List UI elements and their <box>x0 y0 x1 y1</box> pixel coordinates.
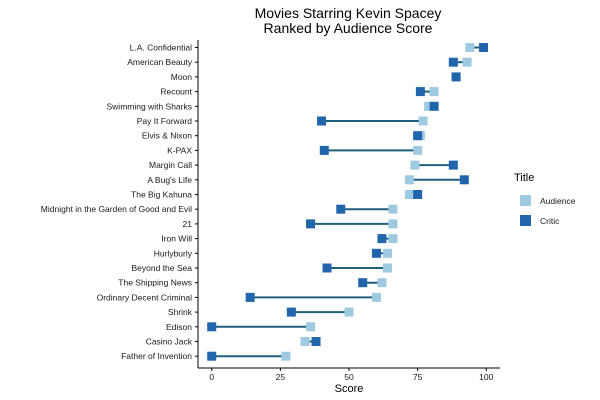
critic-point-the-big-kahuna <box>413 190 423 199</box>
critic-point-american-beauty <box>448 57 458 67</box>
category-label-ordinary-decent-criminal: Ordinary Decent Criminal <box>97 292 193 302</box>
category-label-l-a-confidential: L.A. Confidential <box>130 43 192 53</box>
audience-point-margin-call <box>410 160 420 170</box>
audience-point-shrink <box>344 307 354 317</box>
critic-point-k-pax <box>319 145 329 155</box>
legend-swatch-audience <box>520 195 531 206</box>
audience-point-edison <box>306 322 316 332</box>
audience-point-pay-it-forward <box>418 116 428 126</box>
audience-point-american-beauty <box>462 57 472 67</box>
category-label-hurlyburly: Hurlyburly <box>154 248 193 258</box>
critic-point-21 <box>306 219 316 229</box>
critic-point-recount <box>415 87 425 97</box>
legend-title: Title <box>514 172 534 184</box>
audience-point-beyond-the-sea <box>382 263 392 273</box>
audience-point-casino-jack <box>300 337 310 346</box>
critic-point-father-of-invention <box>207 351 217 361</box>
audience-point-ordinary-decent-criminal <box>371 292 381 302</box>
critic-point-pay-it-forward <box>317 116 327 126</box>
legend-label-critic: Critic <box>540 216 560 226</box>
category-label-casino-jack: Casino Jack <box>146 337 193 347</box>
category-label-elvis-nixon: Elvis & Nixon <box>142 131 192 141</box>
chart-subtitle: Ranked by Audience Score <box>264 20 433 36</box>
critic-point-iron-will <box>377 234 387 244</box>
legend-swatch-critic <box>520 215 531 226</box>
critic-point-beyond-the-sea <box>322 263 332 273</box>
critic-point-the-shipping-news <box>358 278 368 288</box>
point-layer <box>207 43 489 361</box>
audience-point-21 <box>388 219 398 229</box>
x-tick-label-75: 75 <box>413 372 423 382</box>
category-label-recount: Recount <box>160 87 192 97</box>
critic-point-edison <box>207 322 217 332</box>
critic-point-hurlyburly <box>371 248 381 258</box>
critic-point-ordinary-decent-criminal <box>245 292 255 302</box>
critic-point-elvis-nixon <box>413 131 423 141</box>
category-label-beyond-the-sea: Beyond the Sea <box>132 263 193 273</box>
category-label-moon: Moon <box>171 72 193 82</box>
audience-point-the-shipping-news <box>377 278 387 288</box>
audience-point-k-pax <box>413 145 423 155</box>
category-label-midnight-in-the-garden-of-good-and-evil: Midnight in the Garden of Good and Evil <box>41 204 192 214</box>
x-tick-label-100: 100 <box>479 372 493 382</box>
audience-point-iron-will <box>388 234 398 244</box>
audience-point-a-bug-s-life <box>404 175 414 185</box>
category-label-the-shipping-news: The Shipping News <box>118 278 192 288</box>
chart-title: Movies Starring Kevin Spacey <box>255 5 442 21</box>
category-label-iron-will: Iron Will <box>161 234 192 244</box>
category-label-k-pax: K-PAX <box>167 145 192 155</box>
critic-point-a-bug-s-life <box>459 175 469 185</box>
audience-point-recount <box>429 87 439 97</box>
category-label-a-bug-s-life: A Bug's Life <box>147 175 192 185</box>
x-tick-label-0: 0 <box>209 372 214 382</box>
critic-point-swimming-with-sharks <box>429 101 439 111</box>
audience-point-midnight-in-the-garden-of-good-and-evil <box>388 204 398 214</box>
category-label-margin-call: Margin Call <box>149 160 192 170</box>
audience-point-swimming-with-sharks <box>424 101 434 111</box>
critic-point-casino-jack <box>311 337 321 346</box>
audience-point-father-of-invention <box>281 351 291 361</box>
category-label-pay-it-forward: Pay It Forward <box>137 116 193 126</box>
category-label-shrink: Shrink <box>168 307 193 317</box>
audience-point-the-big-kahuna <box>404 190 414 199</box>
audience-point-l-a-confidential <box>465 43 475 52</box>
critic-point-midnight-in-the-garden-of-good-and-evil <box>336 204 346 214</box>
critic-point-moon <box>451 72 461 82</box>
legend: Title Audience Critic <box>514 172 576 226</box>
x-axis-title: Score <box>335 383 364 395</box>
legend-label-audience: Audience <box>540 196 576 206</box>
critic-point-l-a-confidential <box>479 43 489 52</box>
critic-point-shrink <box>286 307 296 317</box>
x-tick-label-50: 50 <box>344 372 354 382</box>
category-label-edison: Edison <box>166 322 192 332</box>
category-label-the-big-kahuna: The Big Kahuna <box>131 190 192 200</box>
category-label-american-beauty: American Beauty <box>127 57 192 67</box>
category-labels: L.A. Confidential American Beauty Moon Reco… <box>41 43 193 362</box>
category-label-father-of-invention: Father of Invention <box>121 351 192 361</box>
x-tick-label-25: 25 <box>276 372 286 382</box>
critic-point-margin-call <box>448 160 458 170</box>
audience-point-hurlyburly <box>382 248 392 258</box>
category-label-swimming-with-sharks: Swimming with Sharks <box>107 101 193 111</box>
category-label-21: 21 <box>183 219 193 229</box>
